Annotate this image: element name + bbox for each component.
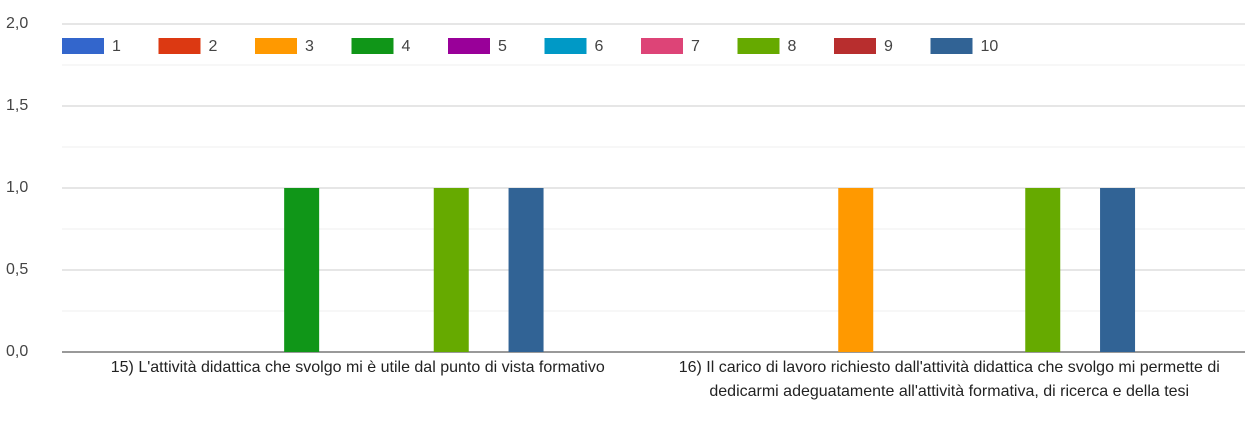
y-tick-label: 0,0 xyxy=(6,343,28,360)
bar xyxy=(1025,188,1061,352)
legend-label: 8 xyxy=(788,38,797,55)
legend-label: 9 xyxy=(884,38,893,55)
legend-swatch xyxy=(255,38,297,54)
legend-swatch xyxy=(158,38,201,54)
legend-label: 2 xyxy=(209,38,218,55)
bar xyxy=(508,188,544,352)
legend-label: 6 xyxy=(595,38,604,55)
y-tick-label: 1,5 xyxy=(6,97,28,114)
y-tick-label: 2,0 xyxy=(6,15,28,32)
legend-swatch xyxy=(62,38,104,54)
legend-label: 4 xyxy=(402,38,411,55)
x-tick-label: 15) L'attività didattica che svolgo mi è… xyxy=(110,359,605,376)
legend-label: 1 xyxy=(112,38,121,55)
legend-label: 10 xyxy=(981,38,999,55)
legend-swatch xyxy=(737,38,780,54)
legend-swatch xyxy=(544,38,587,54)
bar xyxy=(284,188,320,352)
x-tick-label: 16) Il carico di lavoro richiesto dall'a… xyxy=(678,359,1220,400)
legend-label: 5 xyxy=(498,38,507,55)
bar xyxy=(1100,188,1136,352)
legend-label: 7 xyxy=(691,38,700,55)
bar xyxy=(433,188,469,352)
legend-swatch xyxy=(448,38,490,54)
legend-swatch xyxy=(834,38,876,54)
legend-swatch xyxy=(930,38,973,54)
bar xyxy=(838,188,874,352)
y-tick-label: 0,5 xyxy=(6,261,28,278)
legend-swatch xyxy=(351,38,394,54)
legend-label: 3 xyxy=(305,38,314,55)
y-tick-label: 1,0 xyxy=(6,179,28,196)
legend-swatch xyxy=(641,38,683,54)
